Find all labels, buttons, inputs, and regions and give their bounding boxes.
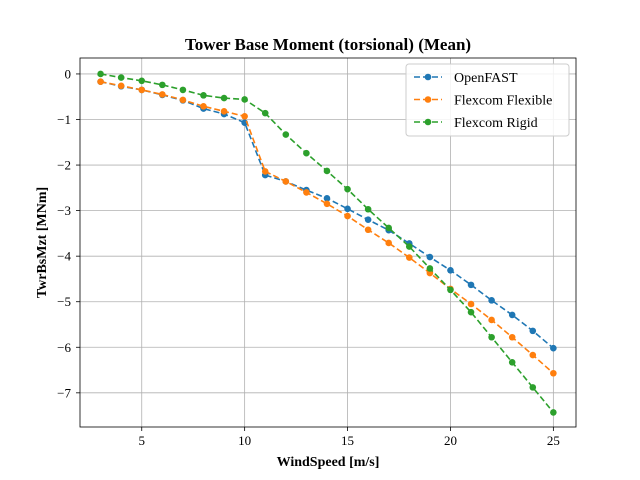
data-point-flexcom-flexible <box>159 91 166 98</box>
grid-lines <box>80 58 576 427</box>
data-point-flexcom-flexible <box>200 102 207 110</box>
data-point-flexcom-rigid <box>467 308 475 316</box>
data-point-openfast <box>344 205 351 213</box>
data-point-flexcom-flexible <box>179 96 187 104</box>
data-point-flexcom-flexible <box>405 254 413 261</box>
data-point-openfast <box>550 344 557 352</box>
data-point-flexcom-flexible <box>261 168 269 175</box>
legend-label: Flexcom Flexible <box>454 94 552 109</box>
y-tick-label: −2 <box>57 158 71 173</box>
data-point-flexcom-rigid <box>200 92 207 99</box>
legend-item-flexcom-flexible: Flexcom Flexible <box>414 94 552 109</box>
data-point-openfast <box>529 327 537 335</box>
legend-marker <box>424 118 432 126</box>
data-point-flexcom-flexible <box>117 82 125 90</box>
plot-series <box>97 70 557 416</box>
data-point-flexcom-flexible <box>529 351 537 359</box>
axis-ticks: 5 10 15 20 25 0 −1 −2 −3 −4 −5 −6 −7 <box>57 66 560 448</box>
data-point-flexcom-flexible <box>138 86 146 94</box>
legend-label: Flexcom Rigid <box>454 116 538 131</box>
y-tick-label: −3 <box>57 203 71 218</box>
legend-marker <box>424 96 432 103</box>
data-point-flexcom-flexible <box>344 212 351 220</box>
data-point-flexcom-rigid <box>282 131 290 138</box>
data-point-openfast <box>447 266 454 274</box>
data-point-flexcom-rigid <box>447 286 454 294</box>
legend-item-openfast: OpenFAST <box>414 71 518 86</box>
x-tick-label: 20 <box>444 433 457 448</box>
data-point-flexcom-rigid <box>241 96 248 103</box>
data-point-flexcom-flexible <box>385 239 393 247</box>
x-axis-label: WindSpeed [m/s] <box>277 455 380 470</box>
legend-item-flexcom-rigid: Flexcom Rigid <box>414 116 538 131</box>
data-point-flexcom-rigid <box>97 70 104 78</box>
x-tick-label: 25 <box>547 433 560 448</box>
data-point-flexcom-rigid <box>179 86 187 94</box>
x-tick-label: 10 <box>238 433 251 448</box>
data-point-flexcom-rigid <box>488 333 495 341</box>
data-point-flexcom-rigid <box>303 149 310 157</box>
x-tick-label: 5 <box>138 433 145 448</box>
chart-title: Tower Base Moment (torsional) (Mean) <box>185 35 471 54</box>
legend-label: OpenFAST <box>454 71 518 86</box>
data-point-flexcom-rigid <box>261 109 269 117</box>
data-point-flexcom-flexible <box>323 200 331 208</box>
data-point-flexcom-rigid <box>426 265 434 272</box>
data-point-flexcom-rigid <box>138 77 146 85</box>
y-tick-label: −6 <box>57 340 71 355</box>
data-point-openfast <box>467 281 475 289</box>
data-point-flexcom-flexible <box>508 333 516 341</box>
data-point-flexcom-flexible <box>550 369 557 377</box>
data-point-flexcom-flexible <box>364 226 372 234</box>
x-tick-label: 15 <box>341 433 354 448</box>
legend-marker <box>424 73 432 81</box>
data-point-flexcom-flexible <box>241 113 248 120</box>
series-flexcom-rigid <box>97 70 557 416</box>
data-point-flexcom-flexible <box>467 300 475 308</box>
data-point-flexcom-rigid <box>344 185 351 193</box>
data-point-flexcom-rigid <box>529 384 537 391</box>
y-tick-label: −7 <box>57 385 71 400</box>
data-point-openfast <box>323 195 331 202</box>
data-point-openfast <box>488 297 495 304</box>
data-point-openfast <box>508 311 516 319</box>
data-point-flexcom-flexible <box>220 108 228 115</box>
y-axis-label: TwrBsMzt [MNm] <box>35 187 50 298</box>
data-point-flexcom-rigid <box>385 224 393 232</box>
data-point-flexcom-rigid <box>508 359 516 366</box>
data-point-flexcom-flexible <box>97 78 104 85</box>
data-point-flexcom-rigid <box>550 409 557 416</box>
data-point-flexcom-rigid <box>364 205 372 213</box>
legend-frame <box>405 63 570 137</box>
data-point-flexcom-flexible <box>426 269 434 277</box>
data-point-flexcom-flexible <box>488 316 495 324</box>
data-point-flexcom-rigid <box>405 243 413 250</box>
data-point-flexcom-rigid <box>323 167 331 175</box>
y-tick-label: 0 <box>65 66 72 81</box>
data-point-openfast <box>426 253 434 261</box>
y-tick-label: −4 <box>57 249 71 264</box>
series-line-flexcom-flexible <box>100 80 554 374</box>
y-tick-label: −5 <box>57 294 71 309</box>
data-point-openfast <box>364 216 372 224</box>
plot-area-frame <box>79 57 577 428</box>
data-point-flexcom-rigid <box>159 81 166 89</box>
legend: OpenFAST Flexcom Flexible Flexcom Rigid <box>405 63 570 137</box>
series-flexcom-flexible <box>97 78 557 377</box>
y-tick-label: −1 <box>57 112 71 127</box>
data-point-flexcom-rigid <box>220 94 228 102</box>
data-point-flexcom-flexible <box>282 178 290 185</box>
data-point-flexcom-flexible <box>303 189 310 196</box>
data-point-flexcom-rigid <box>117 74 125 81</box>
